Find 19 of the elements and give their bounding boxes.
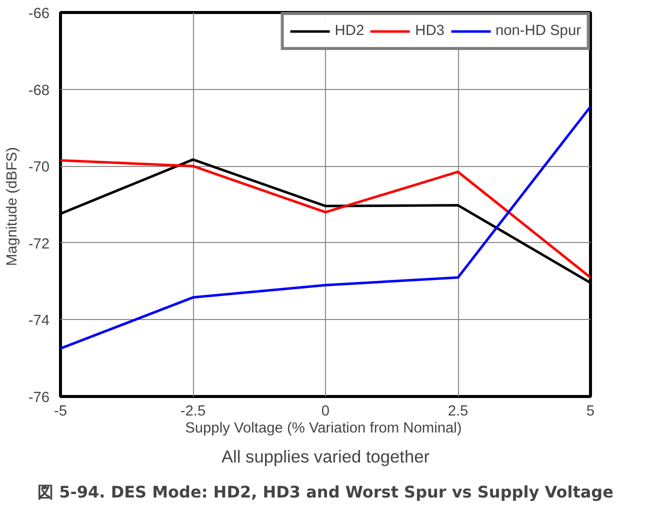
text: 図 5-94. DES Mode: HD2, HD3 and Worst Spur vs Supply Voltage [38, 482, 614, 502]
y-tick-label: -70 [28, 160, 50, 176]
legend-label: non-HD Spur [495, 23, 581, 39]
text: All supplies varied together [221, 446, 430, 466]
legend-label: HD3 [415, 23, 444, 39]
y-tick-label: -68 [28, 82, 50, 99]
legend-label: HD2 [334, 23, 364, 39]
x-tick-label: 0 [321, 404, 330, 420]
y-tick-label: -66 [28, 6, 50, 22]
x-tick-label: -2.5 [180, 404, 206, 420]
x-tick-label: 5 [586, 404, 595, 420]
x-tick-label: -5 [54, 404, 68, 420]
x-tick-label: 2.5 [448, 404, 468, 420]
y-tick-label: -74 [28, 313, 50, 330]
line-series [60, 105, 590, 350]
y-tick-label: -76 [28, 390, 50, 406]
y-tick-label: -72 [28, 236, 50, 252]
y-axis-title: Magnitude (dBFS) [4, 147, 20, 266]
x-axis-title: Supply Voltage (% Variation from Nominal) [185, 420, 462, 436]
